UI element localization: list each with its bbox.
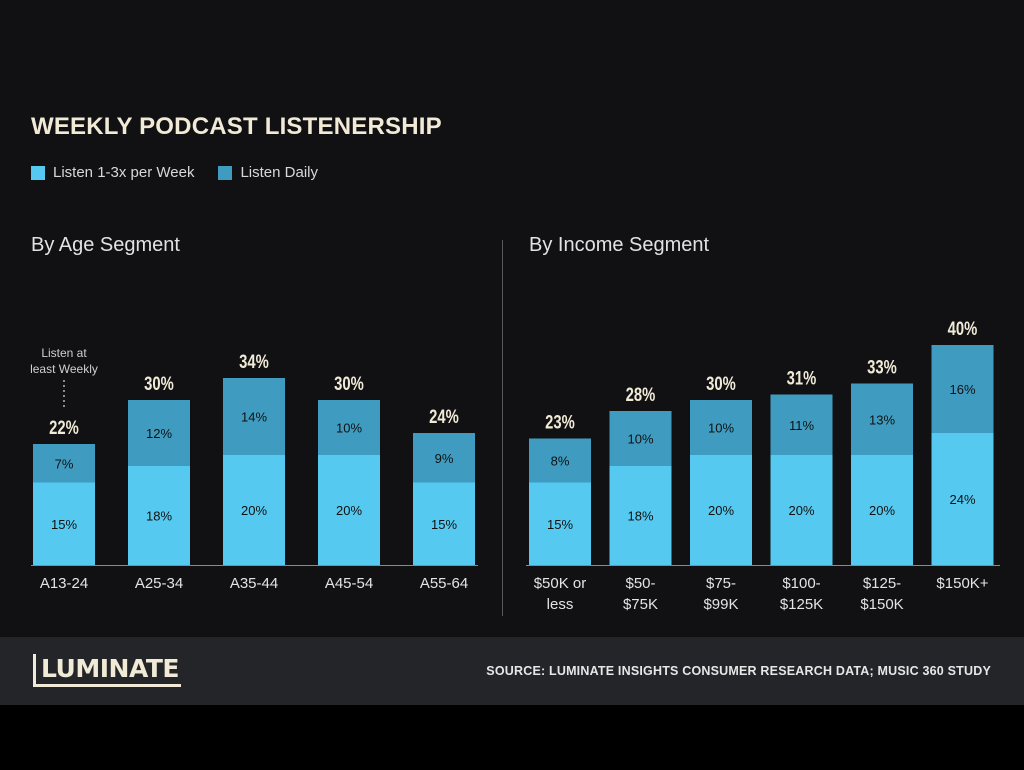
age-label-weekly-2: 20%: [241, 503, 267, 518]
income-bar-daily-4: [851, 383, 913, 455]
age-bar-daily-4: [413, 433, 475, 483]
income-bar-weekly-3: [770, 455, 833, 565]
income-bar-weekly-4: [851, 455, 913, 565]
source-note: SOURCE: LUMINATE INSIGHTS CONSUMER RESEA…: [486, 664, 991, 678]
age-bar-weekly-4: [413, 482, 475, 565]
income-category-label-0-0: $50K or: [534, 575, 587, 592]
income-label-weekly-0: 15%: [547, 517, 573, 532]
income-bar-daily-2: [690, 400, 752, 455]
age-label-weekly-0: 15%: [51, 517, 77, 532]
income-label-weekly-4: 20%: [869, 503, 895, 518]
age-total-1: 30%: [144, 373, 174, 394]
income-label-daily-2: 10%: [708, 421, 734, 436]
income-total-2: 30%: [706, 373, 736, 394]
age-category-label-0: A13-24: [40, 575, 88, 592]
income-total-0: 23%: [545, 412, 575, 433]
income-category-label-0-1: less: [547, 596, 574, 613]
age-label-weekly-1: 18%: [146, 509, 172, 524]
age-section-title: By Age Segment: [31, 234, 180, 256]
legend-item-weekly: Listen 1-3x per Week: [31, 164, 194, 181]
age-category-label-1: A25-34: [135, 575, 183, 592]
age-total-3: 30%: [334, 373, 364, 394]
income-category-label-4-1: $150K: [860, 596, 903, 613]
legend-swatch-weekly: [31, 165, 45, 180]
age-label-daily-0: 7%: [55, 456, 74, 471]
age-bar-weekly-0: [33, 482, 95, 565]
legend-label-weekly: Listen 1-3x per Week: [53, 164, 195, 181]
section-divider: [502, 240, 503, 616]
legend-swatch-daily: [218, 165, 233, 180]
income-label-daily-0: 8%: [551, 454, 570, 469]
income-label-daily-1: 10%: [627, 432, 653, 447]
age-label-daily-1: 12%: [146, 426, 172, 441]
income-total-3: 31%: [787, 368, 817, 389]
income-bar-daily-0: [529, 438, 591, 483]
annotation-line-0: Listen at: [41, 346, 87, 360]
age-label-daily-3: 10%: [336, 421, 362, 436]
legend-item-daily: Listen Daily: [218, 164, 318, 181]
income-category-label-4-0: $125-: [863, 575, 901, 592]
age-bar-daily-0: [33, 444, 95, 483]
charts-canvas: 15% 7% 22% A13-24 18% 12% 30% A25-34 20% 14% 34% A3…: [30, 318, 1000, 613]
age-bar-weekly-1: [128, 466, 190, 565]
income-label-weekly-2: 20%: [708, 503, 734, 518]
age-total-0: 22%: [49, 417, 79, 438]
annotation-line-1: least Weekly: [30, 362, 98, 376]
age-category-label-4: A55-64: [420, 575, 468, 592]
footer: LUMINATE SOURCE: LUMINATE INSIGHTS CONSU…: [0, 637, 1024, 705]
income-label-weekly-3: 20%: [788, 503, 814, 518]
income-label-weekly-5: 24%: [949, 492, 975, 507]
income-bar-daily-1: [609, 411, 672, 466]
income-section-title: By Income Segment: [529, 234, 710, 256]
income-total-1: 28%: [626, 384, 656, 405]
income-bar-weekly-2: [690, 455, 752, 565]
age-bar-daily-2: [223, 378, 285, 455]
age-label-weekly-3: 20%: [336, 503, 362, 518]
legend: Listen 1-3x per Week Listen Daily: [31, 164, 342, 181]
age-category-label-3: A45-54: [325, 575, 373, 592]
age-total-4: 24%: [429, 406, 459, 427]
age-bar-daily-3: [318, 400, 380, 455]
income-category-label-1-0: $50-: [625, 575, 655, 592]
age-label-daily-2: 14%: [241, 410, 267, 425]
income-label-daily-3: 11%: [789, 418, 814, 433]
age-label-weekly-4: 15%: [431, 517, 457, 532]
income-label-weekly-1: 18%: [627, 509, 653, 524]
income-category-label-3-0: $100-: [782, 575, 820, 592]
income-category-label-1-1: $75K: [623, 596, 658, 613]
luminate-logo: LUMINATE: [33, 654, 181, 687]
income-category-label-2-0: $75-: [706, 575, 736, 592]
age-bar-weekly-2: [223, 455, 285, 565]
income-bar-daily-5: [931, 345, 994, 433]
age-bar-daily-1: [128, 400, 190, 466]
income-category-label-3-1: $125K: [780, 596, 823, 613]
bottom-strip: [0, 705, 1024, 770]
income-bar-weekly-5: [931, 433, 994, 565]
income-bar-daily-3: [770, 394, 833, 455]
income-label-daily-5: 16%: [949, 382, 975, 397]
age-category-label-2: A35-44: [230, 575, 278, 592]
legend-label-daily: Listen Daily: [240, 164, 319, 181]
income-total-5: 40%: [948, 318, 978, 339]
income-label-daily-4: 13%: [869, 412, 895, 427]
chart-title: WEEKLY PODCAST LISTENERSHIP: [31, 113, 442, 140]
age-bar-weekly-3: [318, 455, 380, 565]
age-label-daily-4: 9%: [435, 451, 454, 466]
income-category-label-2-1: $99K: [703, 596, 738, 613]
income-bar-weekly-0: [529, 482, 591, 565]
income-category-label-5: $150K+: [936, 575, 988, 592]
income-total-4: 33%: [867, 357, 897, 378]
income-bar-weekly-1: [609, 466, 672, 565]
age-total-2: 34%: [239, 351, 269, 372]
